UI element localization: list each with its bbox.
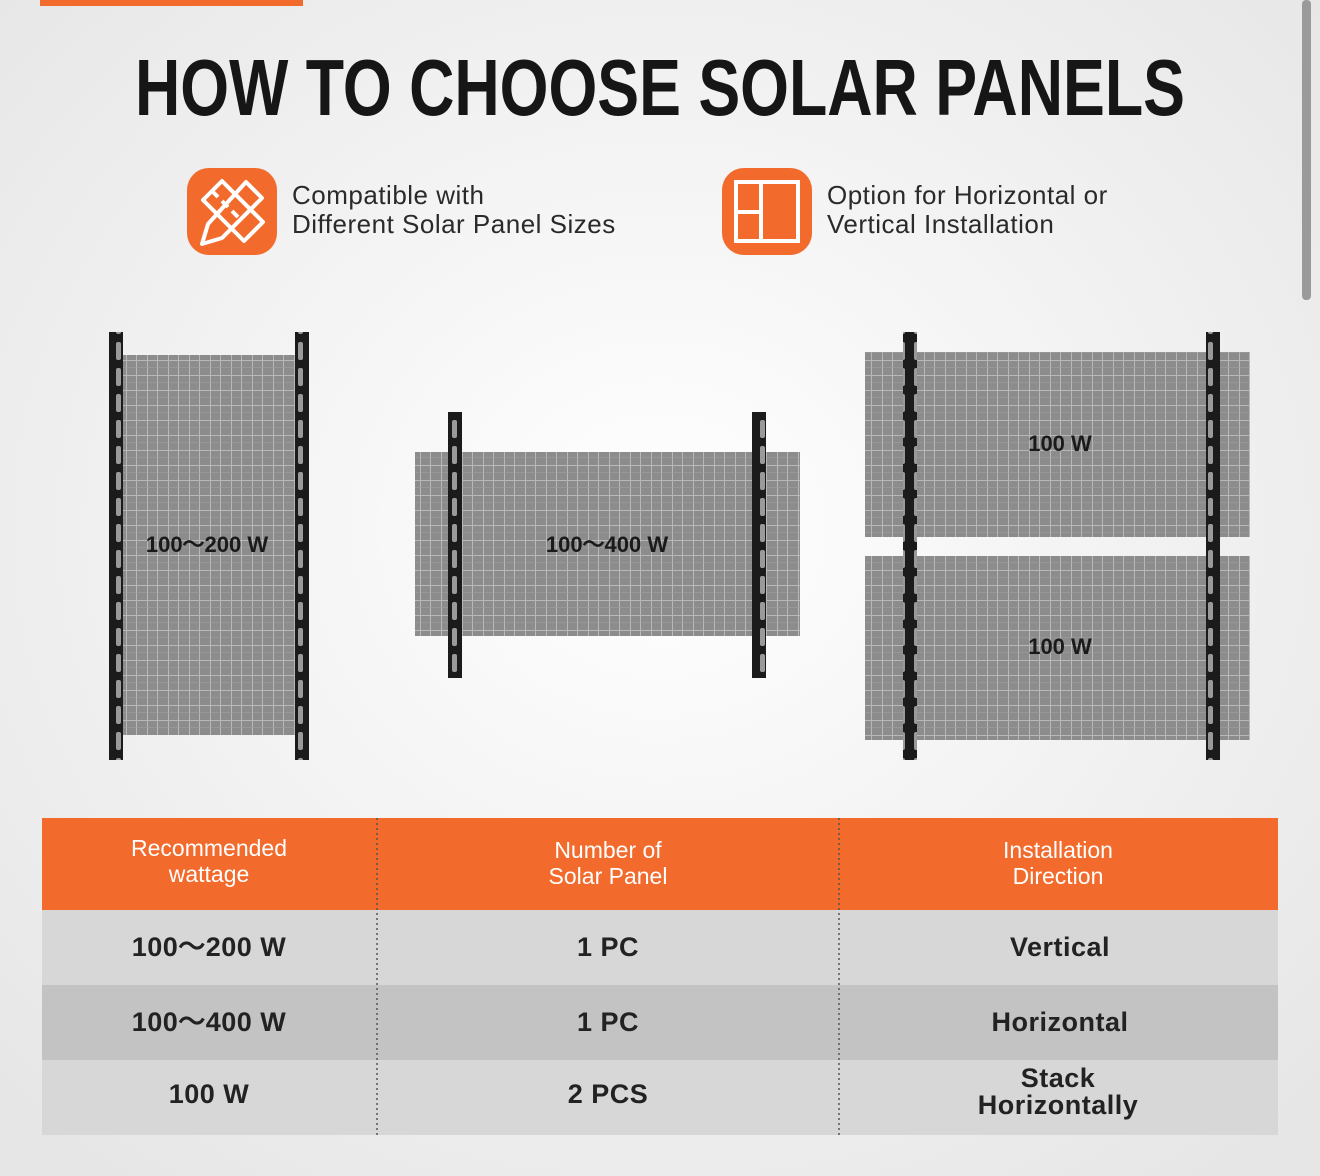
table-cell: 100～200 W (132, 932, 287, 962)
ruler-pencil-icon (200, 179, 265, 246)
panel-label: 100 W (1028, 634, 1092, 659)
table-row (42, 910, 1278, 985)
table-row (42, 985, 1278, 1060)
table-cell: 100～400 W (132, 1007, 287, 1037)
table-cell: 100 W (169, 1079, 250, 1109)
header-cell: Installation (1003, 837, 1113, 863)
panel-label: 100～200 W (146, 532, 269, 557)
feature-text: Different Solar Panel Sizes (292, 209, 616, 239)
header-cell: Number of (554, 837, 662, 863)
scrollbar (1302, 0, 1311, 300)
table-cell: Horizontal (992, 1007, 1129, 1037)
panel-label: 100～400 W (546, 532, 669, 557)
rail-slots (295, 332, 309, 760)
table-header (42, 818, 1278, 910)
solar-panel (415, 452, 800, 636)
table-cell: 2 PCS (568, 1079, 649, 1109)
table-cell: 1 PC (577, 1007, 639, 1037)
accent-bar (40, 0, 303, 6)
feature-text: Option for Horizontal or (827, 180, 1108, 210)
rail-slots (1206, 332, 1220, 760)
table-cell: Stack (1021, 1063, 1096, 1093)
table: Recommended wattage Number of Solar Pane… (42, 818, 1278, 1135)
solar-panel (865, 556, 1250, 740)
table-row (42, 1060, 1278, 1135)
rail-slots (903, 332, 917, 760)
rail-slots (448, 412, 462, 678)
feature-text: Vertical Installation (827, 209, 1054, 239)
feature-icon (722, 168, 812, 255)
feature-text: Compatible with (292, 180, 484, 210)
header-cell: Solar Panel (549, 863, 668, 889)
header-cell: wattage (168, 861, 250, 887)
panel-label: 100 W (1028, 431, 1092, 456)
rail-slots (109, 332, 123, 760)
page-title: HOW TO CHOOSE SOLAR PANELS (135, 43, 1185, 132)
layout-icon (734, 180, 800, 243)
solar-panel (118, 355, 300, 735)
rail-slots (752, 412, 766, 678)
header-cell: Recommended (131, 835, 287, 861)
header-cell: Direction (1013, 863, 1104, 889)
table-cell: 1 PC (577, 932, 639, 962)
table-cell: Vertical (1010, 932, 1110, 962)
solar-panel (865, 352, 1250, 537)
table-cell: Horizontally (978, 1090, 1139, 1120)
